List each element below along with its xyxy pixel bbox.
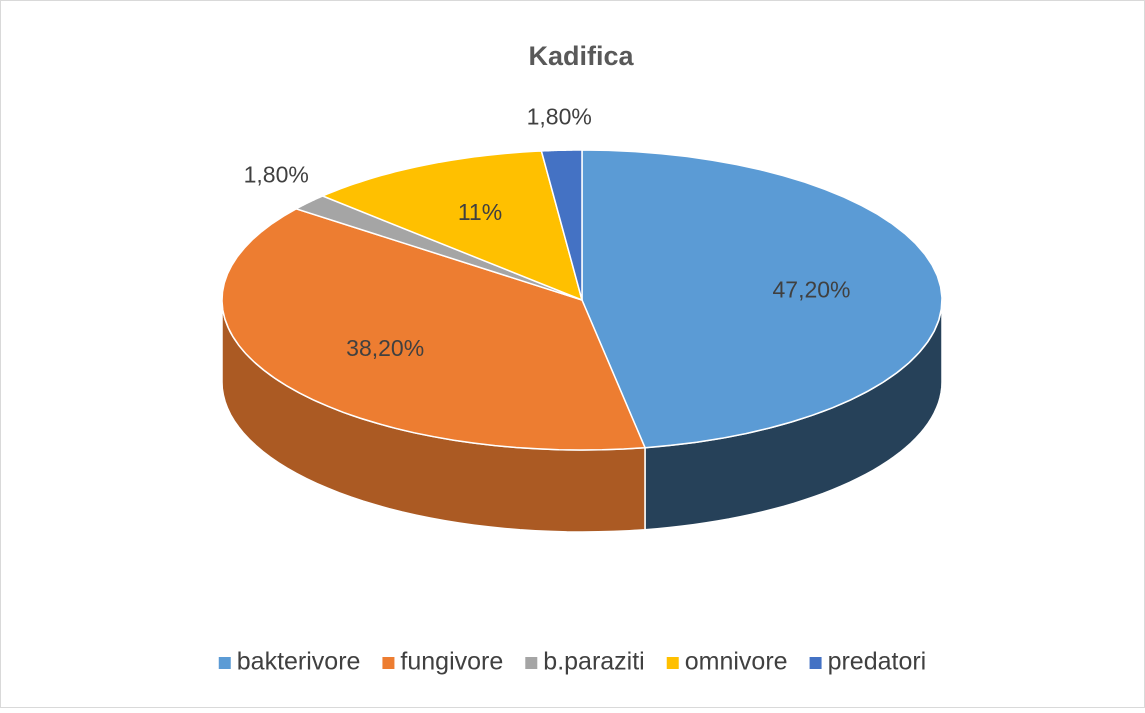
legend: bakterivore fungivore b.paraziti omnivore pr… bbox=[218, 648, 927, 676]
data-label: 1,80% bbox=[244, 162, 309, 188]
slice bbox=[581, 149, 943, 449]
slice bbox=[221, 207, 647, 451]
data-label: 38,20% bbox=[346, 335, 424, 361]
legend-swatch bbox=[382, 657, 395, 669]
legend-label: fungivore bbox=[400, 648, 503, 676]
chart-title: Kadifica bbox=[528, 41, 634, 71]
legend-swatch bbox=[809, 657, 822, 669]
legend-swatch bbox=[525, 657, 538, 669]
legend-label: b.paraziti bbox=[543, 648, 644, 676]
data-label: 47,20% bbox=[773, 277, 851, 303]
data-label: 11% bbox=[458, 199, 502, 225]
slice bbox=[294, 195, 583, 301]
slice bbox=[540, 149, 583, 301]
legend-label: predatori bbox=[828, 648, 927, 676]
legend-label: omnivore bbox=[685, 648, 788, 676]
legend-swatch bbox=[218, 657, 231, 669]
legend-swatch bbox=[666, 657, 679, 669]
legend-label: bakterivore bbox=[237, 648, 361, 676]
slice bbox=[320, 150, 584, 302]
data-label: 1,80% bbox=[527, 103, 592, 129]
